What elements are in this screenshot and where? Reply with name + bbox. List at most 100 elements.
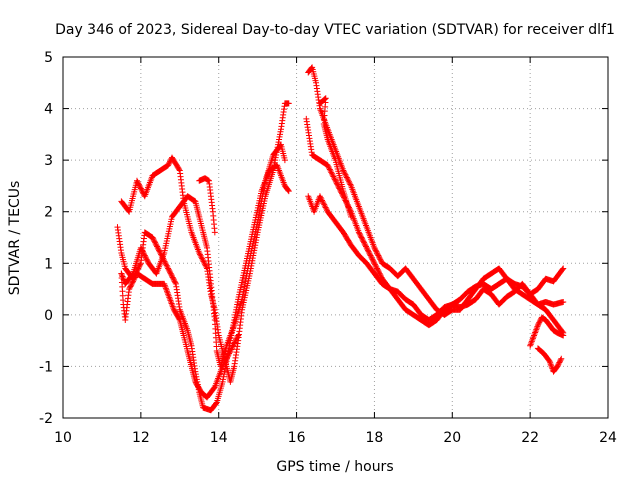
data-point: [224, 354, 231, 361]
data-point: [201, 259, 208, 266]
data-point: [371, 260, 378, 267]
data-point: [322, 204, 329, 211]
data-point: [211, 384, 218, 391]
data-point: [320, 200, 327, 207]
data-point: [321, 201, 328, 208]
data-point: [365, 248, 372, 255]
data-point: [165, 266, 172, 273]
data-point: [219, 363, 226, 370]
data-point: [555, 362, 562, 369]
data-point: [364, 246, 371, 253]
data-point: [166, 268, 173, 275]
chart-title: Day 346 of 2023, Sidereal Day-to-day VTE…: [55, 22, 615, 38]
data-point: [167, 269, 174, 276]
x-tick-label: 24: [599, 430, 617, 446]
data-point: [345, 177, 352, 184]
data-point: [220, 362, 227, 369]
data-point: [363, 244, 370, 251]
data-point: [164, 264, 171, 271]
data-point: [211, 229, 218, 236]
y-axis-label: SDTVAR / TECUs: [7, 181, 23, 296]
data-point: [233, 335, 240, 342]
x-tick-label: 18: [366, 430, 384, 446]
y-tick-label: -2: [39, 411, 53, 427]
data-point: [128, 280, 135, 287]
data-point: [535, 320, 542, 327]
data-point: [150, 235, 157, 242]
data-point: [377, 256, 384, 263]
data-point: [213, 400, 220, 407]
data-point: [308, 65, 315, 72]
data-point: [359, 237, 366, 244]
data-point: [161, 282, 168, 289]
data-point: [156, 247, 163, 254]
data-point: [137, 184, 144, 191]
data-point: [127, 283, 134, 290]
data-point: [558, 355, 565, 362]
data-point: [321, 96, 328, 103]
data-point: [556, 358, 563, 365]
data-point: [199, 255, 206, 262]
data-marks: [114, 64, 567, 414]
data-point: [530, 333, 537, 340]
data-point: [346, 180, 353, 187]
data-point: [225, 351, 232, 358]
data-point: [366, 251, 373, 258]
data-point: [360, 238, 367, 245]
y-tick-label: 4: [44, 102, 53, 118]
data-point: [323, 205, 330, 212]
data-point: [151, 238, 158, 245]
data-point: [559, 266, 566, 273]
data-point: [152, 240, 159, 247]
data-point: [154, 244, 161, 251]
data-point: [176, 166, 183, 173]
data-point: [319, 197, 326, 204]
data-point: [328, 170, 335, 177]
data-point: [536, 318, 543, 325]
data-point: [230, 340, 237, 347]
data-point: [143, 256, 150, 263]
data-point: [226, 349, 233, 356]
data-point: [536, 319, 543, 326]
data-point: [357, 233, 364, 240]
x-tick-label: 10: [54, 430, 72, 446]
y-tick-label: 1: [44, 256, 53, 272]
data-point: [527, 342, 534, 349]
series-trace-f: [305, 64, 567, 318]
data-point: [224, 353, 231, 360]
series-trace-h: [305, 193, 567, 336]
data-point: [368, 253, 375, 260]
y-tick-label: 3: [44, 153, 53, 169]
data-point: [134, 179, 141, 186]
data-point: [532, 328, 539, 335]
data-point: [205, 177, 212, 184]
data-point: [168, 271, 175, 278]
data-point: [342, 171, 349, 178]
data-point: [220, 360, 227, 367]
data-point: [368, 255, 375, 262]
data-point: [165, 265, 172, 272]
data-point: [167, 270, 174, 277]
data-point: [335, 184, 342, 191]
data-point: [374, 265, 381, 272]
data-point: [176, 315, 183, 322]
data-point: [161, 280, 168, 287]
data-point: [531, 332, 538, 339]
data-point: [222, 358, 229, 365]
data-point: [139, 247, 146, 254]
data-point: [285, 188, 292, 195]
data-point: [150, 237, 157, 244]
data-point: [144, 257, 151, 264]
data-point: [165, 162, 172, 169]
data-point: [343, 173, 350, 180]
data-point: [169, 274, 176, 281]
data-point: [529, 335, 536, 342]
data-point: [164, 289, 171, 296]
series-trace-e: [196, 175, 218, 236]
data-point: [135, 265, 142, 272]
data-point: [125, 207, 132, 214]
data-point: [341, 170, 348, 177]
data-point: [137, 261, 144, 268]
